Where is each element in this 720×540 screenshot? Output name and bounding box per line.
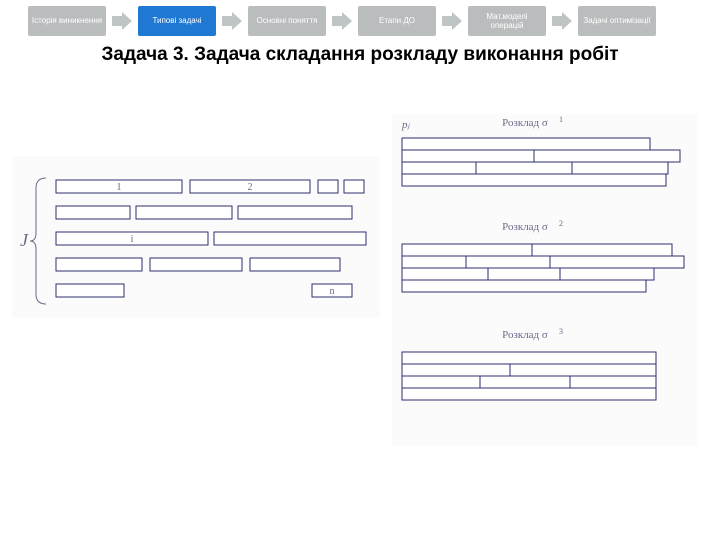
svg-text:Розклад σ: Розклад σ — [502, 329, 548, 341]
svg-text:i: i — [131, 234, 134, 245]
svg-text:2: 2 — [559, 219, 563, 228]
svg-text:Розклад σ: Розклад σ — [502, 117, 548, 129]
schedules-diagram: pⱼ Розклад σ 1 Розклад σ 2 Розклад σ 3 — [392, 114, 698, 446]
nav-step-4[interactable]: Етапи ДО — [358, 6, 436, 36]
svg-text:2: 2 — [248, 182, 253, 193]
jobs-diagram: J 1 2 i n — [12, 156, 380, 318]
nav-step-2[interactable]: Типові задачі — [138, 6, 216, 36]
nav-step-1[interactable]: Історія виникнення — [28, 6, 106, 36]
breadcrumb-nav: Історія виникнення Типові задачі Основні п… — [28, 4, 704, 38]
svg-text:n: n — [330, 286, 335, 297]
svg-text:1: 1 — [559, 115, 563, 124]
chevron-right-icon — [552, 12, 572, 30]
svg-text:3: 3 — [559, 327, 563, 336]
svg-text:J: J — [20, 230, 29, 250]
chevron-right-icon — [332, 12, 352, 30]
svg-text:Розклад σ: Розклад σ — [502, 221, 548, 233]
chevron-right-icon — [222, 12, 242, 30]
nav-step-5[interactable]: Мат.моделі операцій — [468, 6, 546, 36]
chevron-right-icon — [442, 12, 462, 30]
page-title: Задача 3. Задача складання розкладу вико… — [40, 44, 680, 66]
page-title-text: Задача 3. Задача складання розкладу вико… — [101, 44, 618, 65]
svg-text:pⱼ: pⱼ — [401, 119, 411, 131]
nav-step-6[interactable]: Задачі оптимізації — [578, 6, 656, 36]
chevron-right-icon — [112, 12, 132, 30]
svg-text:1: 1 — [117, 182, 122, 193]
nav-step-3[interactable]: Основні поняття — [248, 6, 326, 36]
